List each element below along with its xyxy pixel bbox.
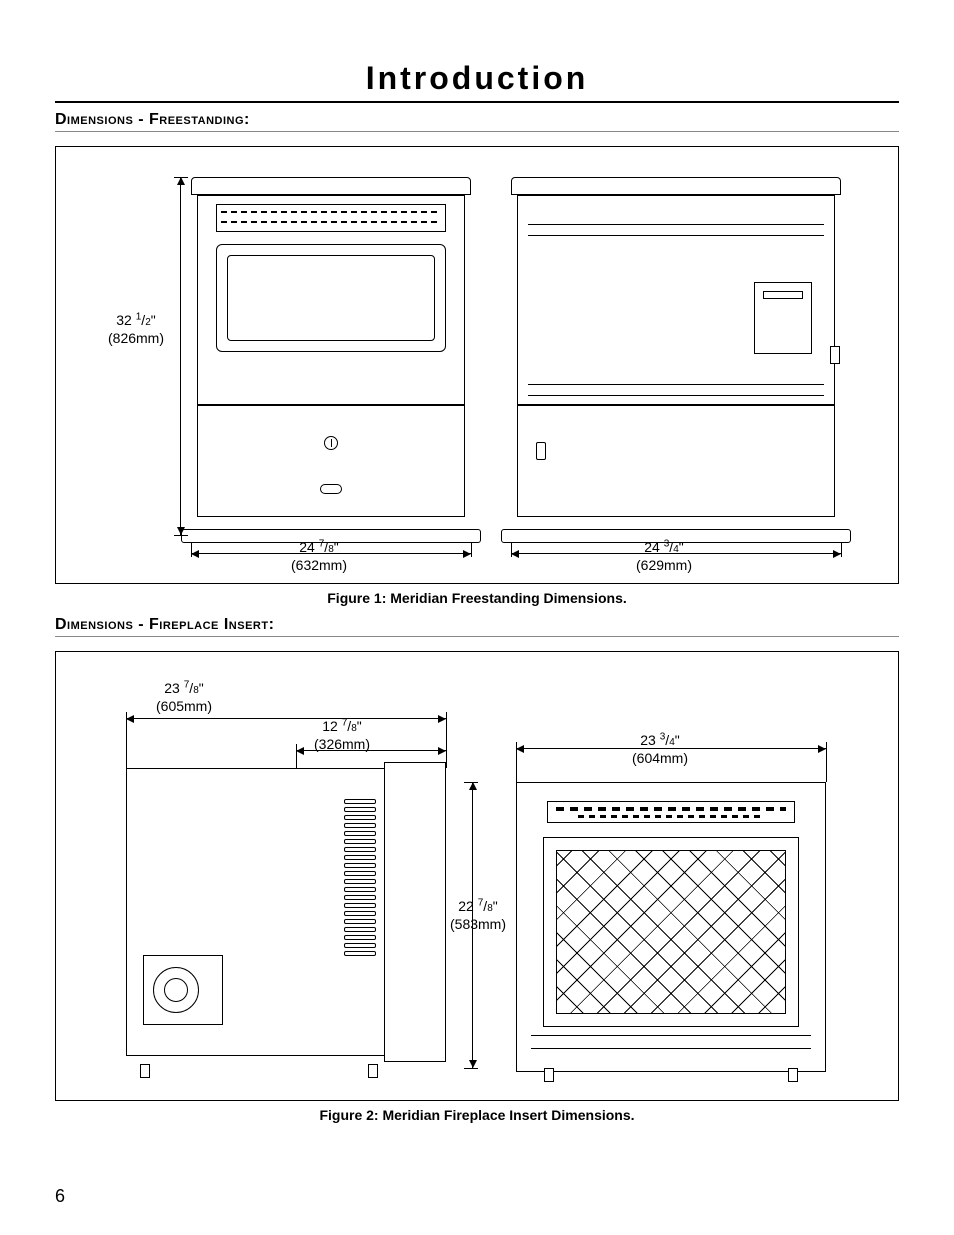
fig2-front-view [516,782,826,1072]
page-number: 6 [55,1186,65,1207]
figure-1-caption: Figure 1: Meridian Freestanding Dimensio… [55,590,899,606]
fig1-height-dim-label: 32 1/2" (826mm) [108,312,164,347]
fig1-front-view [191,177,471,535]
fig1-height-dim-line [180,177,181,535]
fig1-front-width-label: 24 7/8" (632mm) [291,539,347,574]
section-heading-insert: Dimensions - Fireplace Insert: [55,616,899,637]
figure-2-caption: Figure 2: Meridian Fireplace Insert Dime… [55,1107,899,1123]
page-title: Introduction [55,60,899,97]
fig2-height-label: 22 7/8" (583mm) [450,898,506,933]
section-heading-freestanding: Dimensions - Freestanding: [55,111,899,132]
title-rule [55,101,899,103]
fig2-depth-label: 23 7/8" (605mm) [156,680,212,715]
figure-1-box: 32 1/2" (826mm) 24 7/8" (632mm) 24 3/4" … [55,146,899,584]
fig2-depth-line [126,718,446,719]
fig2-extend-label: 12 7/8" (326mm) [314,718,370,753]
fig1-side-width-label: 24 3/4" (629mm) [636,539,692,574]
figure-2-box: 23 7/8" (605mm) 12 7/8" (326mm) 22 7/8" … [55,651,899,1101]
fig2-side-view [126,768,446,1068]
fig2-width-label: 23 3/4" (604mm) [632,732,688,767]
fig1-side-view [511,177,841,535]
